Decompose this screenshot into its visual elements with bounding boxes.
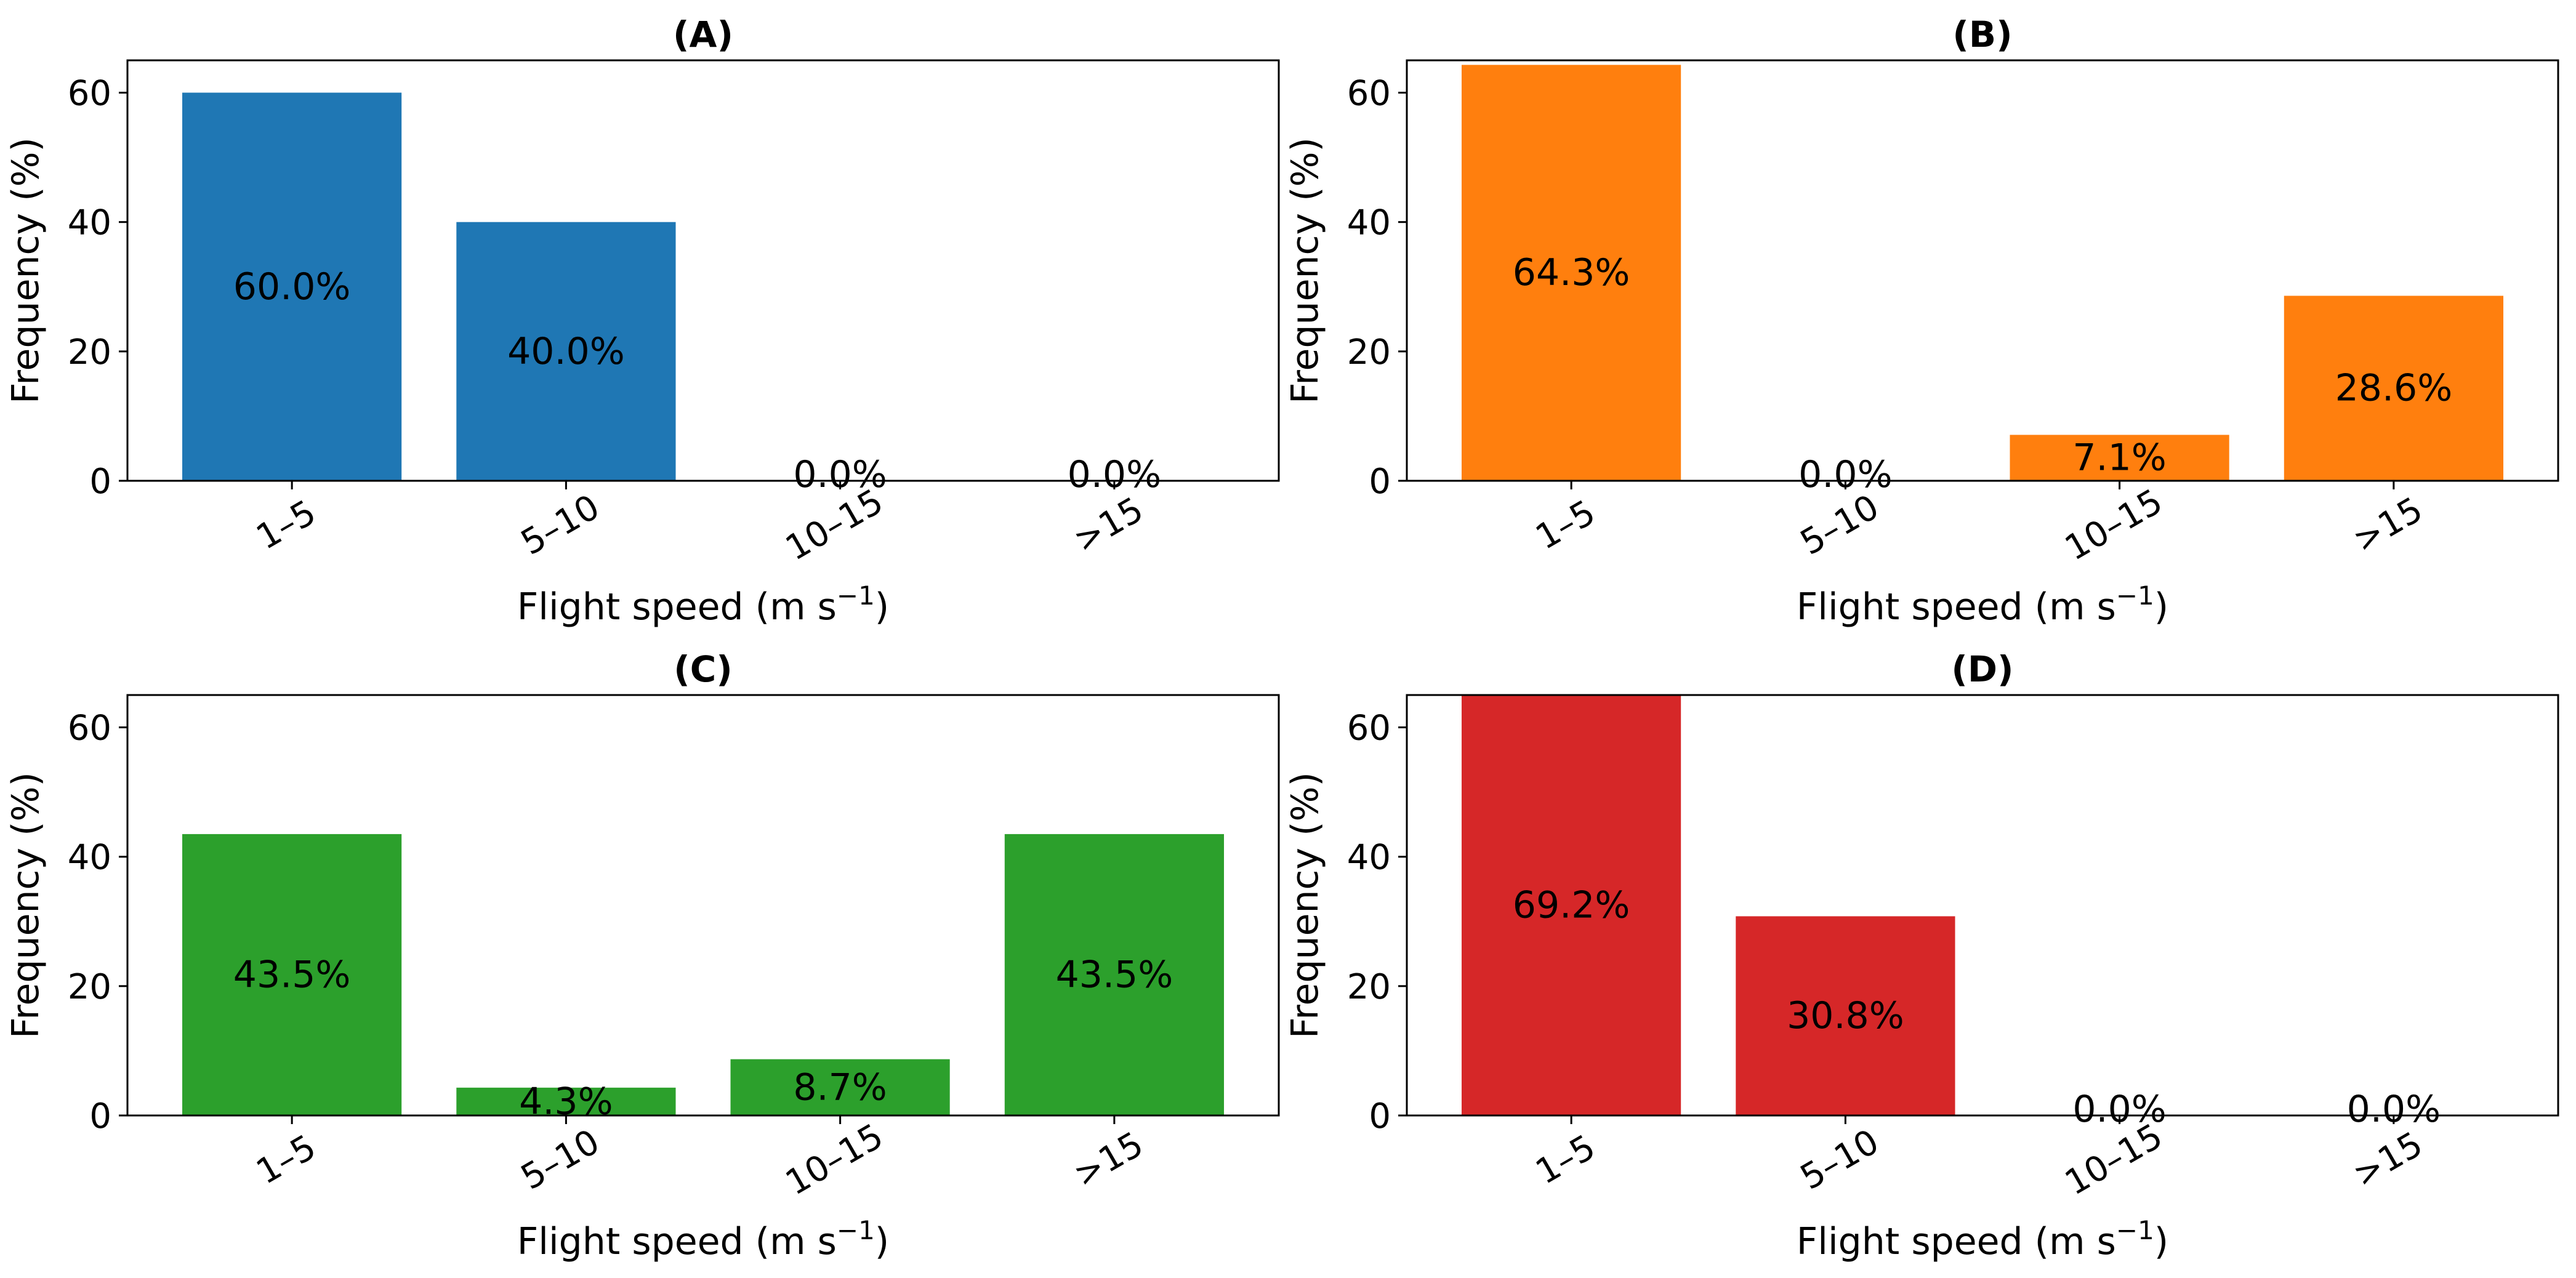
panel-title-c: (C) — [674, 648, 733, 690]
bar-a-1 — [182, 92, 402, 481]
bar-label-c-3: 8.7% — [793, 1066, 887, 1109]
bar-label-a-1: 60.0% — [233, 265, 351, 308]
x-axis-label-superscript-d: −1 — [2116, 1215, 2154, 1245]
bar-label-b-3: 7.1% — [2072, 436, 2166, 480]
bar-label-d-1: 69.2% — [1513, 884, 1630, 927]
bar-label-c-1: 43.5% — [233, 954, 351, 997]
x-axis-label-c: Flight speed (m s−1) — [517, 1215, 889, 1263]
ytick-label-c-3: 60 — [68, 709, 111, 749]
axes-frame-c — [126, 694, 1280, 1117]
axes-frame-a — [126, 59, 1280, 482]
bar-b-1 — [1462, 65, 1681, 481]
x-axis-label-superscript-c: −1 — [837, 1215, 875, 1245]
x-axis-label-close-a: ) — [875, 585, 889, 629]
y-axis-label-a: Frequency (%) — [4, 137, 47, 404]
x-axis-label-a: Flight speed (m s−1) — [517, 581, 889, 629]
bar-c-3 — [730, 1059, 950, 1115]
ytick-label-a-3: 60 — [68, 74, 111, 114]
x-axis-label-close-b: ) — [2154, 585, 2168, 629]
ytick-label-b-2: 40 — [1347, 203, 1391, 243]
ytick-label-a-2: 40 — [68, 203, 111, 243]
panel-title-d: (D) — [1951, 648, 2013, 690]
x-axis-label-d: Flight speed (m s−1) — [1797, 1215, 2168, 1263]
bar-d-1 — [1462, 695, 1681, 1115]
bar-label-d-2: 30.8% — [1787, 994, 1904, 1037]
bar-c-2 — [456, 1087, 676, 1115]
bar-d-2 — [1736, 916, 1955, 1115]
ytick-label-b-1: 20 — [1347, 332, 1391, 372]
panel-title-b: (B) — [1952, 14, 2012, 55]
x-axis-label-text-b: Flight speed (m s — [1797, 585, 2116, 629]
x-axis-label-close-d: ) — [2154, 1220, 2168, 1263]
x-axis-label-text-c: Flight speed (m s — [517, 1220, 837, 1263]
ytick-label-d-3: 60 — [1347, 709, 1391, 749]
bar-label-b-4: 28.6% — [2335, 367, 2453, 410]
ytick-label-c-0: 0 — [89, 1096, 111, 1136]
bar-label-b-2: 0.0% — [1798, 453, 1892, 496]
bar-label-a-2: 40.0% — [507, 330, 625, 373]
x-axis-label-text-d: Flight speed (m s — [1797, 1220, 2116, 1263]
ytick-label-b-0: 0 — [1369, 462, 1391, 502]
y-axis-label-c: Frequency (%) — [4, 772, 47, 1039]
bar-label-c-4: 43.5% — [1056, 954, 1173, 997]
bar-b-3 — [2010, 435, 2229, 481]
x-axis-label-text-a: Flight speed (m s — [517, 585, 837, 629]
ytick-label-a-0: 0 — [89, 462, 111, 502]
ytick-label-a-1: 20 — [68, 332, 111, 372]
axes-frame-d — [1406, 694, 2559, 1117]
ytick-label-c-2: 40 — [68, 838, 111, 878]
ytick-label-c-1: 20 — [68, 967, 111, 1007]
bar-a-2 — [456, 222, 676, 481]
x-axis-label-superscript-b: −1 — [2116, 581, 2154, 611]
axes-frame-b — [1406, 59, 2559, 482]
bar-b-4 — [2284, 295, 2503, 481]
ytick-label-d-2: 40 — [1347, 838, 1391, 878]
bar-c-1 — [182, 834, 402, 1115]
ytick-label-d-1: 20 — [1347, 967, 1391, 1007]
x-axis-label-superscript-a: −1 — [837, 581, 875, 611]
bar-label-a-4: 0.0% — [1068, 453, 1161, 496]
y-axis-label-b: Frequency (%) — [1284, 137, 1327, 404]
ytick-label-d-0: 0 — [1369, 1096, 1391, 1136]
ytick-label-b-3: 60 — [1347, 74, 1391, 114]
x-axis-label-close-c: ) — [875, 1220, 889, 1263]
y-axis-label-d: Frequency (%) — [1284, 772, 1327, 1039]
bar-c-4 — [1004, 834, 1224, 1115]
bar-label-d-4: 0.0% — [2347, 1088, 2441, 1131]
x-axis-label-b: Flight speed (m s−1) — [1797, 581, 2168, 629]
panel-title-a: (A) — [673, 14, 733, 55]
bar-label-b-1: 64.3% — [1513, 251, 1630, 294]
